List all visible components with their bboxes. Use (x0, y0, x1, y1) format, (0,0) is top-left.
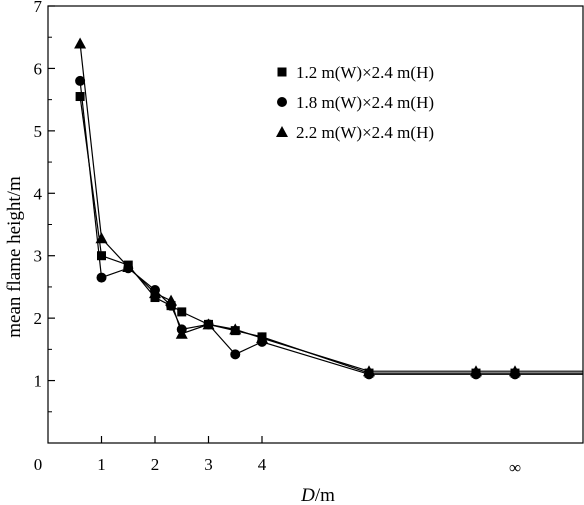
y-tick-label: 4 (34, 184, 43, 203)
data-point-square (277, 67, 287, 77)
data-point-triangle (363, 365, 375, 377)
series-layer (74, 37, 583, 380)
data-point-triangle (229, 323, 242, 335)
data-point-circle (96, 272, 107, 283)
data-point-triangle (122, 260, 135, 272)
series-triangle (74, 37, 583, 377)
data-point-triangle (509, 365, 521, 377)
data-point-triangle (470, 365, 482, 377)
data-point-triangle (74, 37, 87, 49)
data-point-square (75, 92, 85, 102)
y-axis: 1 2 3 4 5 6 7 (34, 0, 55, 413)
x-axis-title-unit: /m (315, 485, 335, 505)
legend-item: 2.2 m(W)×2.4 m(H) (276, 123, 434, 142)
x-axis-title-symbol: D (300, 485, 315, 505)
x-tick-label: ∞ (509, 458, 521, 477)
y-tick-label: 2 (34, 309, 43, 328)
data-point-circle (75, 75, 86, 86)
data-point-triangle (202, 318, 215, 330)
data-point-triangle (95, 232, 108, 244)
data-point-triangle (149, 287, 161, 299)
x-tick-label: 1 (97, 455, 106, 474)
x-tick-label: 4 (258, 455, 267, 474)
x-axis: 0 1 2 3 4 ∞ (34, 436, 521, 477)
data-point-square (177, 307, 187, 317)
legend: 1.2 m(W)×2.4 m(H) 1.8 m(W)×2.4 m(H) 2.2 m(… (276, 63, 434, 142)
legend-label: 1.8 m(W)×2.4 m(H) (296, 93, 434, 112)
y-axis-title: mean flame height/m (4, 176, 25, 338)
data-point-triangle (276, 126, 288, 137)
x-tick-label: 3 (204, 455, 213, 474)
y-tick-label: 7 (34, 0, 43, 16)
data-point-circle (230, 349, 241, 360)
x-tick-label: 2 (151, 455, 160, 474)
data-point-triangle (256, 332, 268, 344)
data-point-triangle (175, 327, 188, 339)
legend-item: 1.8 m(W)×2.4 m(H) (277, 93, 434, 112)
x-tick-label: 0 (34, 455, 43, 474)
legend-label: 2.2 m(W)×2.4 m(H) (296, 123, 434, 142)
y-tick-label: 5 (34, 122, 43, 141)
series-circle (75, 75, 583, 380)
x-axis-title: D/m (300, 485, 335, 505)
data-point-circle (277, 97, 287, 107)
y-tick-label: 3 (34, 247, 43, 266)
data-point-triangle (165, 294, 178, 306)
y-tick-label: 1 (34, 372, 43, 391)
legend-item: 1.2 m(W)×2.4 m(H) (277, 63, 434, 82)
data-point-square (97, 251, 106, 261)
legend-label: 1.2 m(W)×2.4 m(H) (296, 63, 434, 82)
y-tick-label: 6 (34, 59, 43, 78)
